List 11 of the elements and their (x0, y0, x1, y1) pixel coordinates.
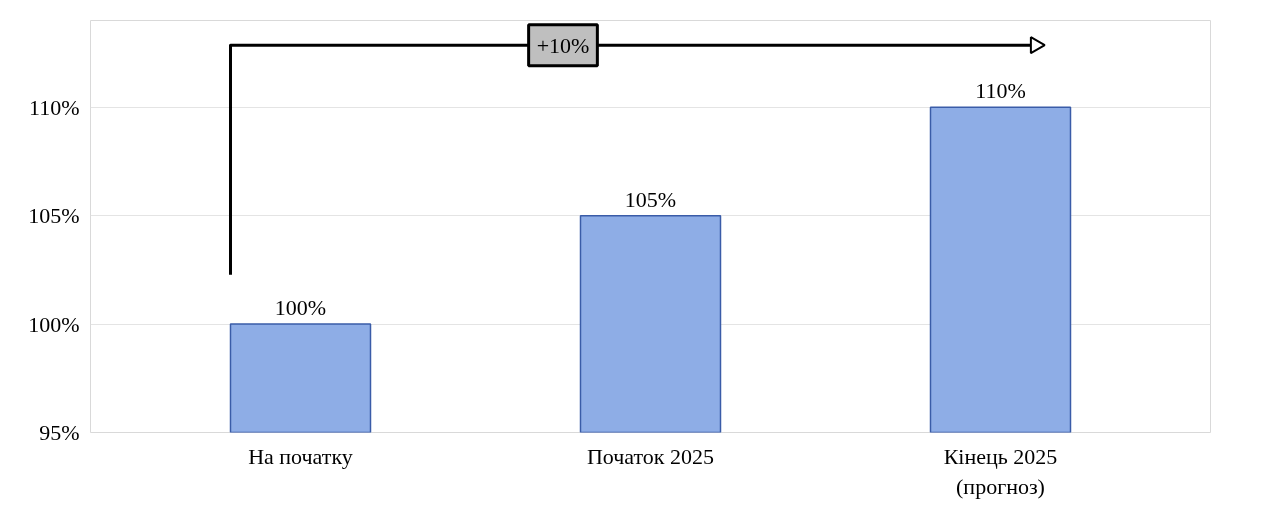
y-tick-label: 110% (28, 94, 80, 120)
data-label: 105% (624, 186, 677, 212)
x-tick-label: Кінець 2025 (прогноз) (943, 443, 1058, 499)
x-tick-label: На початку (248, 443, 353, 469)
y-tick-label: 95% (39, 420, 80, 445)
data-label: 110% (975, 78, 1026, 104)
y-tick-label: 100% (28, 311, 80, 337)
x-tick-label: Початок 2025 (586, 443, 715, 469)
y-tick-label: 105% (28, 203, 80, 229)
data-label: 100% (274, 295, 327, 321)
annotation: +10% (536, 32, 590, 58)
